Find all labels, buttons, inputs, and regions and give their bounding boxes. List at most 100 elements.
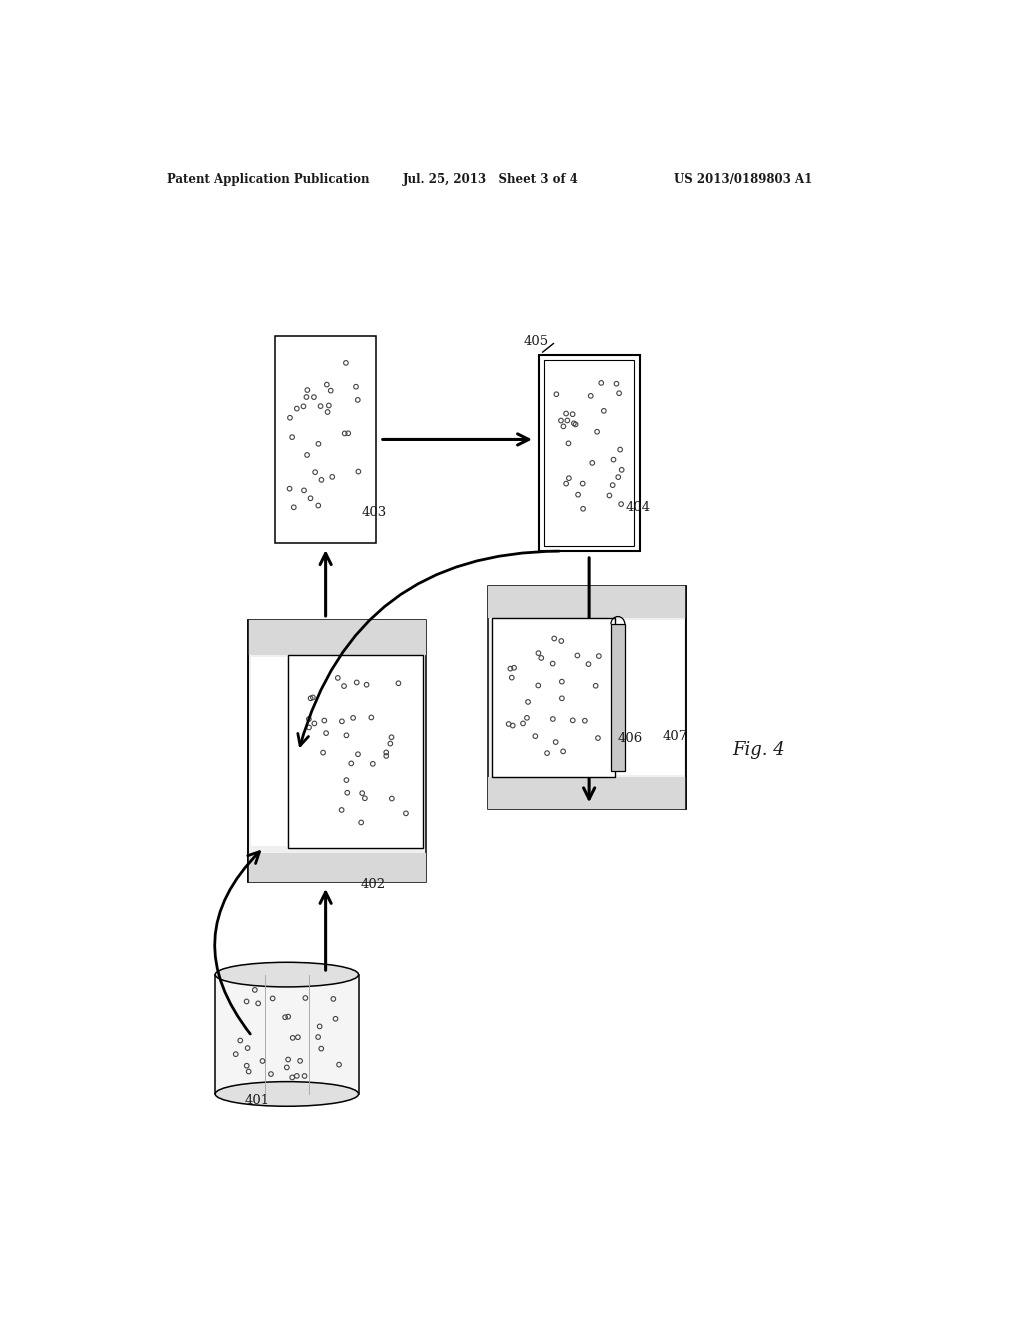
- Point: [241, 1061, 257, 1082]
- Point: [310, 433, 327, 454]
- Bar: [248, 620, 426, 655]
- Point: [612, 440, 629, 461]
- Point: [340, 422, 356, 444]
- Point: [285, 1027, 301, 1048]
- Point: [339, 783, 355, 804]
- Point: [263, 1064, 280, 1085]
- Point: [558, 473, 574, 494]
- Point: [301, 717, 317, 738]
- Point: [284, 426, 300, 447]
- Bar: [248, 853, 426, 882]
- Point: [559, 411, 575, 432]
- Point: [353, 812, 370, 833]
- Point: [519, 708, 536, 729]
- Point: [334, 710, 350, 731]
- Point: [306, 713, 323, 734]
- Point: [338, 770, 354, 791]
- Bar: [615, 619, 684, 775]
- Point: [555, 416, 571, 437]
- Point: [390, 673, 407, 694]
- Point: [574, 498, 591, 519]
- Point: [282, 478, 298, 499]
- Point: [610, 466, 627, 487]
- Point: [289, 399, 305, 420]
- Point: [378, 746, 394, 767]
- Point: [520, 692, 537, 713]
- Text: US 2013/0189803 A1: US 2013/0189803 A1: [675, 173, 813, 186]
- Point: [227, 1044, 244, 1065]
- Bar: [488, 586, 686, 809]
- Point: [313, 1038, 330, 1059]
- Point: [596, 400, 612, 421]
- Point: [364, 708, 380, 729]
- Bar: [488, 586, 686, 618]
- Point: [501, 713, 517, 734]
- Point: [561, 467, 578, 488]
- Point: [581, 653, 597, 675]
- Point: [349, 389, 366, 411]
- Point: [577, 710, 593, 731]
- Point: [239, 991, 255, 1012]
- Text: 401: 401: [245, 1094, 269, 1107]
- Point: [350, 743, 367, 764]
- Text: 402: 402: [360, 878, 386, 891]
- Bar: [275, 335, 376, 544]
- Point: [254, 1051, 270, 1072]
- Point: [321, 395, 337, 416]
- Point: [604, 475, 621, 496]
- Point: [292, 1051, 308, 1072]
- Point: [554, 671, 570, 692]
- Point: [232, 1030, 249, 1051]
- Point: [310, 1027, 327, 1048]
- Point: [240, 1038, 256, 1059]
- Point: [548, 384, 564, 405]
- Point: [239, 1055, 255, 1076]
- Point: [326, 989, 342, 1010]
- Point: [584, 453, 600, 474]
- Point: [383, 727, 399, 748]
- Ellipse shape: [215, 962, 358, 987]
- Point: [530, 643, 547, 664]
- Point: [384, 788, 400, 809]
- Point: [345, 708, 361, 729]
- Point: [336, 676, 352, 697]
- Point: [310, 495, 327, 516]
- Point: [286, 496, 302, 517]
- Point: [280, 1049, 296, 1071]
- Point: [605, 449, 622, 470]
- Point: [548, 731, 564, 752]
- FancyArrowPatch shape: [215, 851, 259, 1034]
- Point: [323, 380, 339, 401]
- Point: [593, 372, 609, 393]
- Point: [282, 407, 298, 428]
- Point: [284, 1067, 300, 1088]
- Text: 405: 405: [523, 335, 549, 347]
- Text: 404: 404: [626, 502, 650, 513]
- Point: [316, 710, 333, 731]
- Point: [505, 715, 521, 737]
- Point: [365, 754, 381, 775]
- Bar: [544, 360, 634, 545]
- Point: [317, 722, 334, 743]
- Point: [558, 403, 574, 424]
- Point: [264, 987, 281, 1008]
- Text: Fig. 4: Fig. 4: [732, 741, 785, 759]
- Point: [299, 445, 315, 466]
- Point: [515, 713, 531, 734]
- Point: [302, 688, 318, 709]
- Point: [590, 727, 606, 748]
- Point: [337, 422, 353, 444]
- Bar: [251, 656, 287, 846]
- Point: [613, 494, 630, 515]
- Point: [583, 385, 599, 407]
- Ellipse shape: [215, 1081, 358, 1106]
- Point: [554, 688, 570, 709]
- Point: [564, 710, 581, 731]
- Point: [324, 466, 340, 487]
- Point: [504, 667, 520, 688]
- Point: [299, 380, 315, 401]
- Text: Patent Application Publication: Patent Application Publication: [167, 173, 370, 186]
- Point: [545, 653, 561, 675]
- Point: [546, 628, 562, 649]
- Point: [276, 1007, 293, 1028]
